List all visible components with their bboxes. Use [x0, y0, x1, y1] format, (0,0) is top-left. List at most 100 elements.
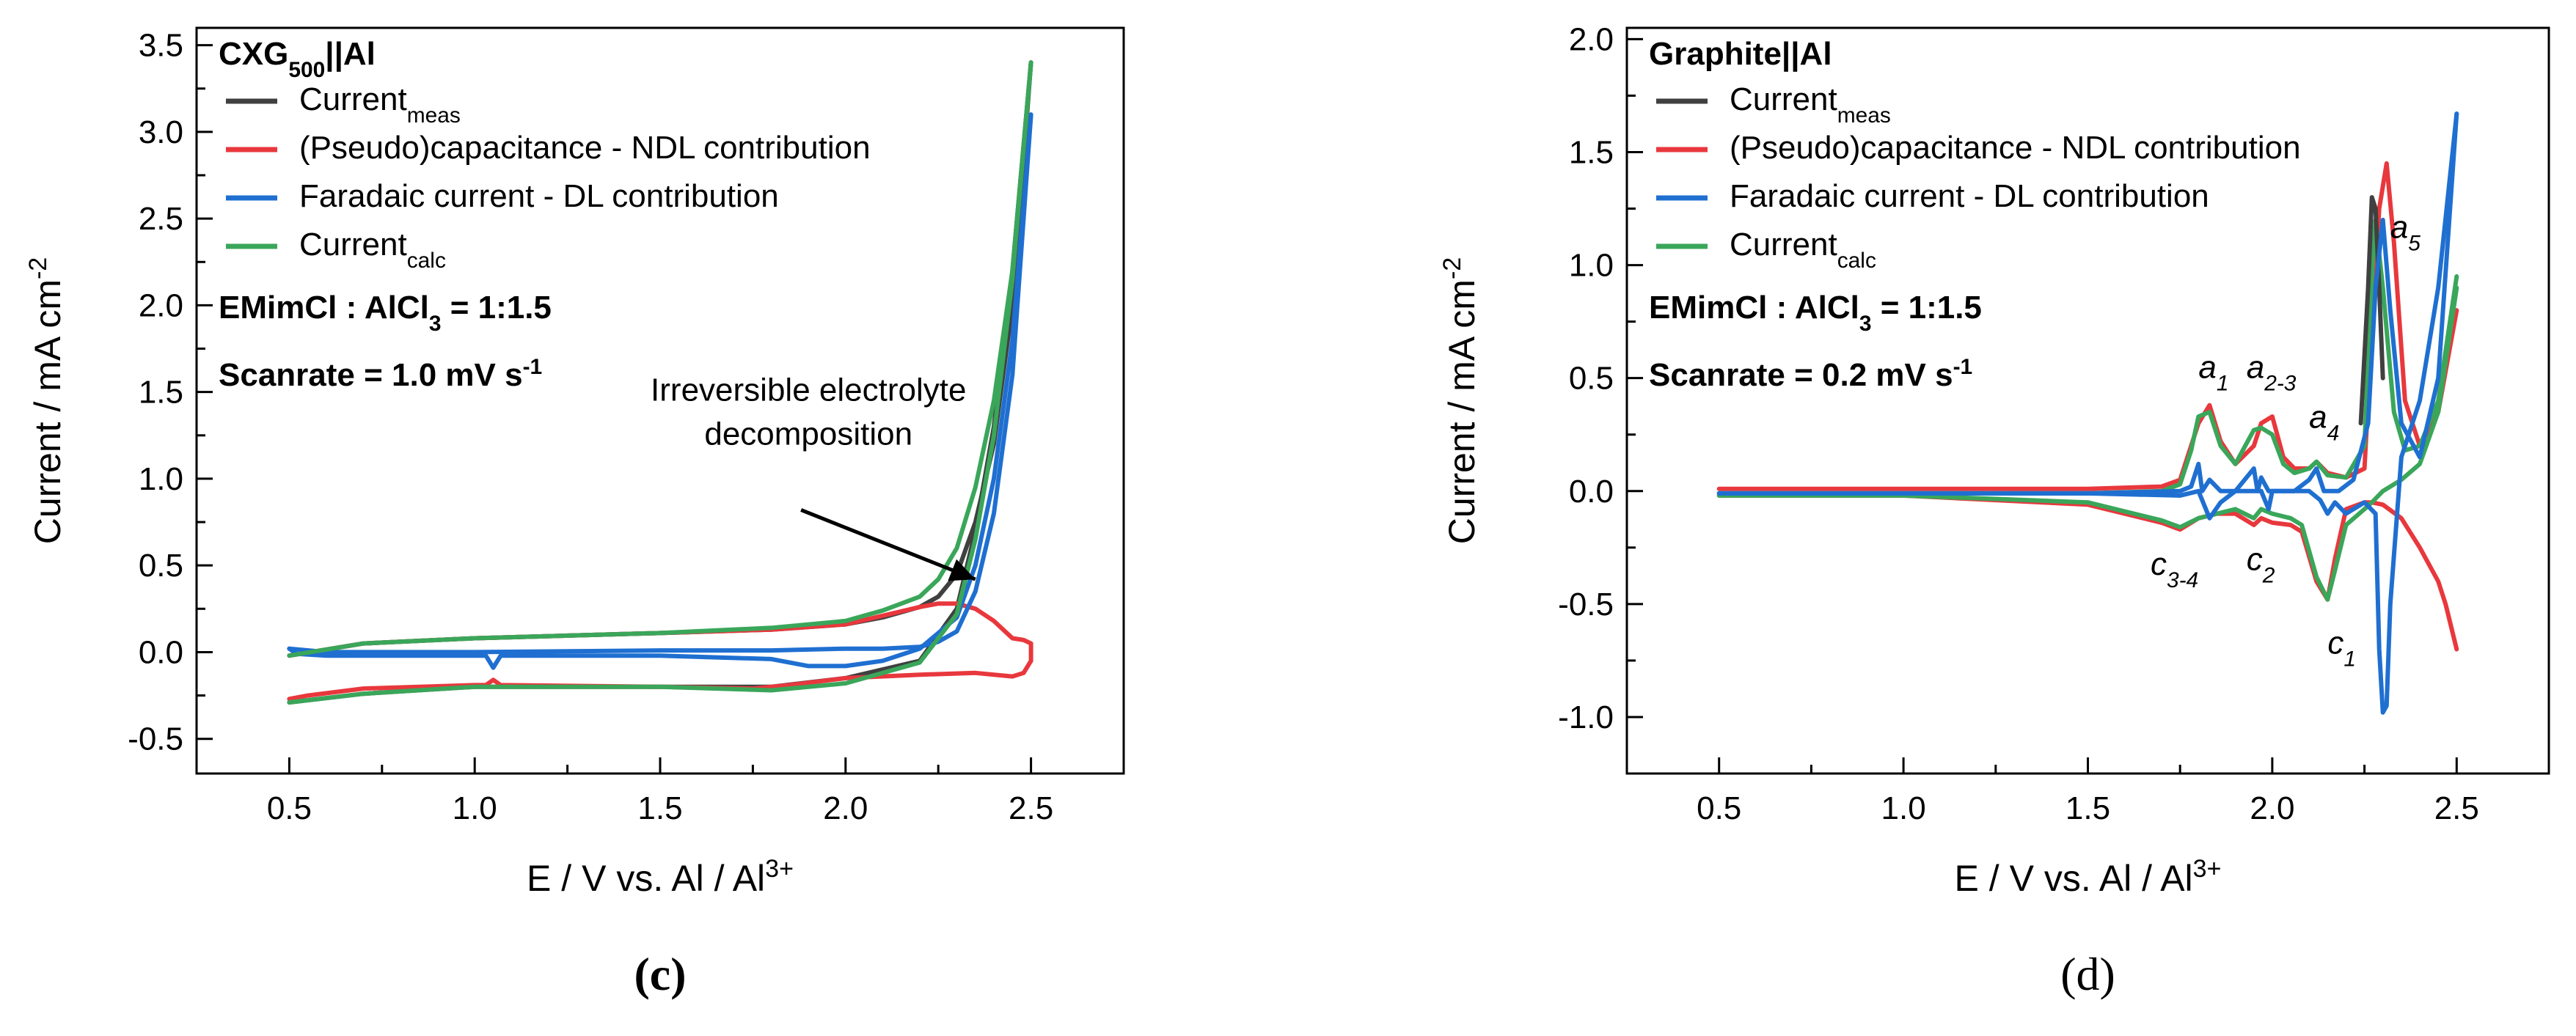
chart-c-y-axis-title-part: -2 — [24, 257, 52, 279]
chart-c-legend-label-part: calc — [407, 249, 446, 273]
chart-d-legend-label-part: Faradaic current - DL contribution — [1730, 178, 2209, 214]
chart-d-series-current-meas-line — [2358, 195, 2385, 426]
chart-c-x-tick-label: 0.5 — [267, 790, 312, 826]
chart-d-scanrate-label-part: -1 — [1953, 355, 1973, 379]
chart-c: 0.5 1.0 1.5 2.0 2.5 -0.5 0.0 0.5 1.0 1.5 2.0 2.5 3.0… — [24, 26, 1125, 1000]
chart-d-series-pseudo-capacitance-ndl-contribution-line — [1716, 493, 2459, 652]
chart-c-y-tick-label: 0.0 — [139, 634, 183, 670]
chart-c-series-current-calc-line — [287, 60, 1033, 658]
chart-d-peak-label-part: 5 — [2408, 231, 2421, 255]
chart-d-electrolyte-label-part: = 1:1.5 — [1871, 290, 1981, 326]
chart-d: 0.5 1.0 1.5 2.0 2.5 -1.0 -0.5 0.0 0.5 1.0 1.5 2.0 E … — [1438, 21, 2550, 1000]
chart-d-y-axis-title-part: -2 — [1438, 257, 1466, 279]
chart-d-peak-label-part: c — [2327, 625, 2343, 661]
chart-d-x-axis-title: E / V vs. Al / Al3+ — [1955, 855, 2222, 899]
chart-d-peak-label-part: 3-4 — [2167, 567, 2198, 592]
chart-d-peak-label-part: a — [2198, 350, 2216, 386]
chart-c-title-part: ||Al — [325, 36, 376, 73]
chart-d-x-tick-label: 2.5 — [2434, 790, 2479, 826]
chart-c-x-tick-label: 1.0 — [453, 790, 497, 826]
chart-c-panel-label: (c) — [634, 948, 686, 1000]
chart-c-legend-label: Faradaic current - DL contribution — [299, 178, 779, 214]
chart-c-x-tick-label: 2.0 — [823, 790, 868, 826]
chart-d-legend-label-part: Current — [1730, 81, 1837, 117]
chart-d-y-tick-label: -1.0 — [1558, 699, 1614, 735]
chart-d-electrolyte-label-part: 3 — [1859, 312, 1872, 336]
chart-c-legend-label: (Pseudo)capacitance - NDL contribution — [299, 130, 871, 166]
chart-d-peak-label-part: c — [2247, 542, 2263, 578]
chart-c-series-faradaic-current-dl-contribution-line — [287, 112, 1033, 655]
chart-d-scanrate-label-part: Scanrate = 0.2 mV s — [1649, 357, 1953, 393]
chart-c-y-axis-title-part: Current / mA cm — [27, 279, 68, 544]
chart-c-title: CXG500||Al — [219, 36, 376, 82]
chart-c-series-current-calc-line — [287, 60, 1033, 705]
chart-d-series-group — [1716, 111, 2459, 715]
chart-d-x-tick-label: 1.0 — [1881, 790, 1926, 826]
chart-d-peak-label-part: a — [2247, 350, 2264, 386]
chart-d-series-current-calc-line — [1716, 218, 2459, 496]
chart-d-legend-label: (Pseudo)capacitance - NDL contribution — [1730, 130, 2301, 166]
chart-c-legend-label: Currentcalc — [299, 227, 446, 273]
chart-c-legend-label: Currentmeas — [299, 81, 461, 128]
chart-c-title-part: 500 — [288, 58, 325, 82]
chart-c-y-axis-title: Current / mA cm-2 — [24, 257, 68, 544]
chart-d-peak-label-part: 2-3 — [2264, 371, 2297, 395]
chart-d-title-part: Graphite||Al — [1649, 36, 1832, 73]
chart-d-y-axis-title-part: Current / mA cm — [1441, 279, 1482, 544]
chart-c-series-faradaic-current-dl-contribution-line — [287, 112, 1033, 670]
chart-c-x-tick-label: 2.5 — [1009, 790, 1053, 826]
chart-c-y-tick-label: 1.5 — [139, 375, 183, 411]
chart-d-x-axis-title-part: 3+ — [2193, 855, 2222, 883]
chart-d-peak-label-part: a — [2309, 399, 2327, 435]
chart-c-series-group — [287, 60, 1033, 705]
chart-c-legend-label-part: Current — [299, 227, 407, 262]
chart-d-peak-label-part: c — [2151, 546, 2167, 582]
chart-c-electrolyte-label-part: = 1:1.5 — [441, 290, 551, 326]
chart-c-scanrate-label: Scanrate = 1.0 mV s-1 — [219, 355, 542, 394]
chart-c-annotation-text: decomposition — [704, 416, 912, 452]
chart-d-peak-label: a2-3 — [2247, 350, 2297, 396]
chart-d-peak-label: c1 — [2327, 625, 2356, 672]
chart-d-electrolyte-label: EMimCl : AlCl3 = 1:1.5 — [1649, 290, 1982, 336]
chart-c-y-tick-label: 3.5 — [139, 28, 183, 64]
chart-d-legend-label-part: (Pseudo)capacitance - NDL contribution — [1730, 130, 2301, 166]
chart-c-y-tick-label: -0.5 — [128, 721, 183, 757]
chart-d-scanrate-label: Scanrate = 0.2 mV s-1 — [1649, 355, 1972, 394]
chart-c-electrolyte-label-part: 3 — [429, 312, 442, 336]
chart-c-legend-label-part: meas — [407, 103, 461, 128]
chart-d-peak-label: c3-4 — [2151, 546, 2198, 592]
chart-d-legend-label-part: Current — [1730, 227, 1837, 262]
chart-d-panel-label: (d) — [2060, 948, 2115, 1000]
chart-d-title: Graphite||Al — [1649, 36, 1832, 73]
chart-c-legend-label-part: (Pseudo)capacitance - NDL contribution — [299, 130, 871, 166]
chart-c-electrolyte-label-part: EMimCl : AlCl — [219, 290, 429, 326]
chart-c-annotation-text: Irreversible electrolyte — [651, 372, 966, 408]
chart-d-peak-label-part: a — [2390, 210, 2408, 246]
chart-d-electrolyte-label-part: EMimCl : AlCl — [1649, 290, 1859, 326]
chart-d-peak-label: a4 — [2309, 399, 2339, 445]
chart-d-legend-label: Currentmeas — [1730, 81, 1891, 128]
chart-d-legend-label: Faradaic current - DL contribution — [1730, 178, 2209, 214]
chart-d-y-tick-label: 1.0 — [1569, 248, 1614, 284]
chart-c-title-part: CXG — [219, 36, 288, 72]
chart-c-x-axis-title-part: 3+ — [765, 855, 794, 883]
chart-c-y-tick-label: 2.0 — [139, 287, 183, 323]
chart-d-legend-label: Currentcalc — [1730, 227, 1876, 273]
chart-d-peak-label: a5 — [2390, 210, 2421, 256]
chart-d-x-tick-label: 2.0 — [2250, 790, 2294, 826]
chart-c-scanrate-label-part: -1 — [523, 355, 543, 379]
chart-d-y-tick-label: 0.5 — [1569, 361, 1614, 397]
chart-c-y-tick-label: 0.5 — [139, 548, 183, 584]
chart-c-y-tick-label: 1.0 — [139, 461, 183, 497]
chart-c-x-axis-title: E / V vs. Al / Al3+ — [527, 855, 794, 899]
chart-d-peak-label-part: 1 — [2217, 371, 2229, 395]
chart-c-x-axis-title-part: E / V vs. Al / Al — [527, 858, 765, 899]
chart-c-x-tick-label: 1.5 — [637, 790, 682, 826]
chart-c-electrolyte-label: EMimCl : AlCl3 = 1:1.5 — [219, 290, 552, 336]
chart-c-annotation-arrow-line — [800, 508, 976, 581]
chart-c-y-tick-label: 3.0 — [139, 114, 183, 150]
chart-d-y-tick-label: 2.0 — [1569, 21, 1614, 57]
chart-c-annotation-arrow-head — [948, 559, 976, 581]
chart-d-peak-label-part: 4 — [2327, 421, 2340, 445]
